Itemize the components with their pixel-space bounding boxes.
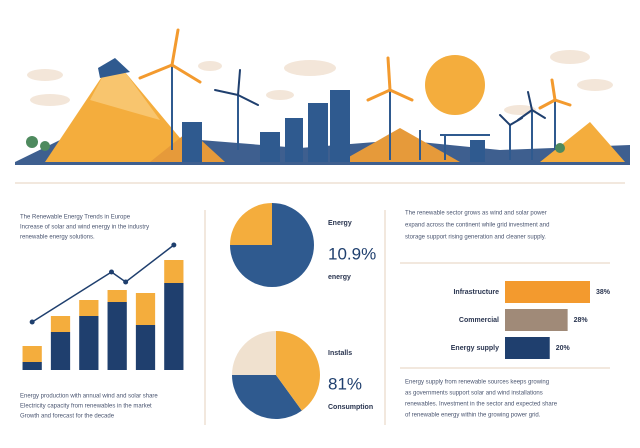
paragraph-line: renewables. Investment in the sector and… xyxy=(405,402,558,408)
paragraph-line: Growth and forecast for the decade xyxy=(20,414,115,420)
hbar xyxy=(505,337,550,359)
paragraph-line: renewable energy solutions. xyxy=(20,235,95,241)
paragraph-line: of renewable energy within the growing p… xyxy=(405,413,541,419)
pie-headline: 81% xyxy=(328,374,362,393)
pie-title: Installs xyxy=(328,350,352,357)
bar-segment xyxy=(164,283,184,370)
bar-segment xyxy=(79,300,99,316)
hbar-category: Infrastructure xyxy=(453,289,499,296)
trend-point xyxy=(171,242,177,248)
bar-segment xyxy=(135,325,156,370)
bar-segment xyxy=(107,290,127,302)
pie-slice xyxy=(230,203,314,287)
pie-headline: 10.9% xyxy=(328,244,376,263)
bar-segment xyxy=(135,293,156,325)
bar-segment xyxy=(22,346,42,362)
paragraph-line: Energy supply from renewable sources kee… xyxy=(405,380,549,386)
hbar xyxy=(505,281,590,303)
hbar-value: 38% xyxy=(596,289,611,296)
hbar-category: Energy supply xyxy=(451,345,499,352)
pie-title: Energy xyxy=(328,220,352,227)
bar-segment xyxy=(164,260,184,283)
paragraph-line: as governments support solar and wind in… xyxy=(405,391,543,397)
trend-line xyxy=(31,244,175,323)
hbar xyxy=(505,309,568,331)
hbar-value: 20% xyxy=(556,345,571,352)
paragraph-line: expand across the continent while grid i… xyxy=(405,223,549,229)
trend-point xyxy=(29,319,35,325)
pie-slice xyxy=(232,375,302,420)
paragraph-line: The Renewable Energy Trends in Europe xyxy=(20,215,131,221)
paragraph-line: The renewable sector grows as wind and s… xyxy=(405,211,547,217)
pie-subtitle: energy xyxy=(328,274,351,281)
bar-segment xyxy=(50,332,71,370)
paragraph-line: Energy production with annual wind and s… xyxy=(20,394,158,400)
pie-slice xyxy=(232,331,276,375)
header-illustration xyxy=(15,28,630,165)
trend-point xyxy=(123,279,129,285)
pie-slice xyxy=(276,331,320,411)
bar-segment xyxy=(22,362,42,370)
hbar-category: Commercial xyxy=(459,317,499,324)
bar-segment xyxy=(79,316,99,370)
paragraph-line: storage support rising generation and cl… xyxy=(405,235,546,241)
pie-slice xyxy=(230,203,272,245)
hbar-value: 28% xyxy=(574,317,589,324)
paragraph-line: Electricity capacity from renewables in … xyxy=(20,404,152,410)
bar-segment xyxy=(107,302,127,370)
paragraph-line: Increase of solar and wind energy in the… xyxy=(20,225,149,231)
trend-point xyxy=(109,269,114,275)
bar-segment xyxy=(50,316,71,332)
pie-subtitle: Consumption xyxy=(328,404,373,411)
